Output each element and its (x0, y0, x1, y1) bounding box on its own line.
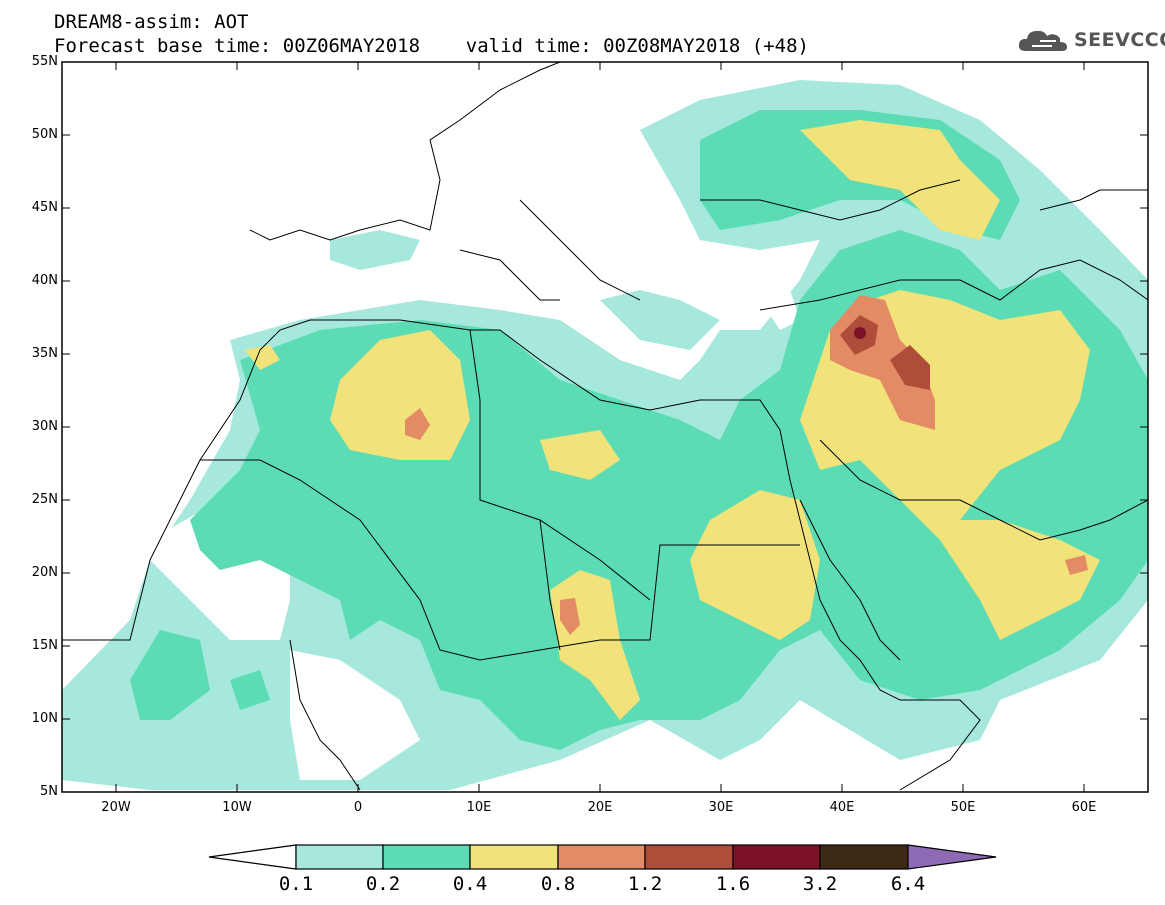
axis-ticks (62, 61, 1148, 792)
lon-label-40e: 40E (829, 800, 855, 815)
colorbar-label-3.2: 3.2 (802, 873, 838, 895)
lon-label-50e: 50E (950, 800, 976, 815)
forecast-time-subtitle: Forecast base time: 00Z06MAY2018 valid t… (54, 35, 809, 57)
colorbar-swatch-0 (295, 844, 384, 870)
lat-label-40n: 40N (31, 273, 58, 288)
aot-level-1.6 (854, 327, 866, 339)
colorbar-label-1.2: 1.2 (627, 873, 663, 895)
lat-label-20n: 20N (31, 565, 58, 580)
lon-label-0: 0 (353, 800, 363, 815)
coastlines (62, 62, 1148, 791)
lon-label-30e: 30E (708, 800, 734, 815)
lat-label-15n: 15N (31, 638, 58, 653)
colorbar-label-0.1: 0.1 (278, 873, 314, 895)
colorbar-label-1.6: 1.6 (715, 873, 751, 895)
colorbar-swatch-2 (469, 844, 559, 870)
colorbar-label-0.4: 0.4 (452, 873, 488, 895)
lon-label-10w: 10W (222, 800, 252, 815)
colorbar-swatch-6 (819, 844, 909, 870)
lon-label-10e: 10E (466, 800, 492, 815)
colorbar-swatch-4 (644, 844, 734, 870)
colorbar-min-arrow (208, 844, 297, 870)
lat-label-30n: 30N (31, 419, 58, 434)
cloud-logo-icon (1018, 30, 1067, 51)
colorbar-max-arrow (907, 844, 997, 870)
lat-label-35n: 35N (31, 346, 58, 361)
lat-label-10n: 10N (31, 711, 58, 726)
logo-text: SEEVCCC (1074, 29, 1165, 51)
colorbar-label-0.8: 0.8 (540, 873, 576, 895)
lat-label-5n: 5N (40, 784, 58, 799)
colorbar-label-6.4: 6.4 (890, 873, 926, 895)
lat-label-45n: 45N (31, 200, 58, 215)
colorbar-swatch-1 (382, 844, 471, 870)
lon-label-60e: 60E (1071, 800, 1097, 815)
lat-label-55n: 55N (31, 54, 58, 69)
lat-label-25n: 25N (31, 492, 58, 507)
colorbar-swatch-3 (557, 844, 646, 870)
colorbar-label-0.2: 0.2 (365, 873, 401, 895)
map-title: DREAM8-assim: AOT (54, 11, 249, 33)
colorbar (208, 844, 997, 870)
lat-label-50n: 50N (31, 127, 58, 142)
lon-label-20w: 20W (101, 800, 131, 815)
seevccc-logo: SEEVCCC (1018, 25, 1165, 55)
lon-label-20e: 20E (587, 800, 613, 815)
colorbar-swatch-5 (732, 844, 821, 870)
